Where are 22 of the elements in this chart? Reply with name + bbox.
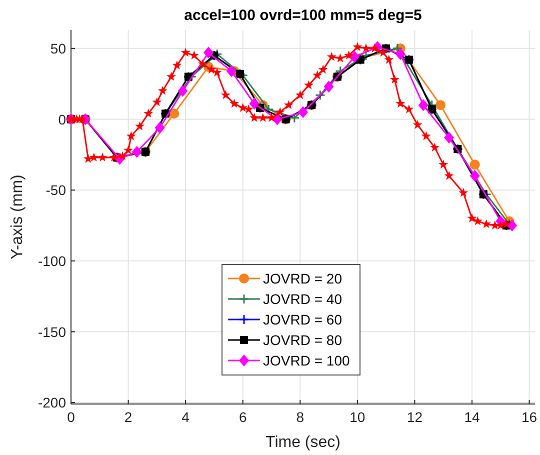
x-axis-title: Time (sec) xyxy=(266,434,340,451)
y-tick-label: -100 xyxy=(38,252,66,269)
y-tick-label: -200 xyxy=(38,394,66,411)
y-axis-title: Y-axis (mm) xyxy=(9,174,26,260)
y-tick-label: 50 xyxy=(50,40,66,56)
legend-label: JOVRD = 60 xyxy=(263,312,342,328)
legend-label: JOVRD = 20 xyxy=(263,270,342,286)
x-tick-label: 14 xyxy=(464,409,480,425)
x-tick-label: 4 xyxy=(182,409,190,425)
x-tick-label: 12 xyxy=(406,409,423,425)
x-tick-label: 10 xyxy=(350,409,366,425)
x-tick-label: 2 xyxy=(124,409,132,425)
legend-label: JOVRD = 100 xyxy=(263,352,350,368)
chart-title: accel=100 ovrd=100 mm=5 deg=5 xyxy=(184,7,422,24)
x-tick-label: 6 xyxy=(238,409,247,425)
x-tick-label: 16 xyxy=(521,409,538,425)
y-tick-label: 0 xyxy=(58,111,66,128)
y-tick-label: -150 xyxy=(38,324,66,340)
legend-label: JOVRD = 80 xyxy=(263,332,342,348)
legend-label: JOVRD = 40 xyxy=(263,291,342,307)
x-tick-label: 8 xyxy=(296,409,304,425)
y-tick-label: -50 xyxy=(46,182,66,198)
